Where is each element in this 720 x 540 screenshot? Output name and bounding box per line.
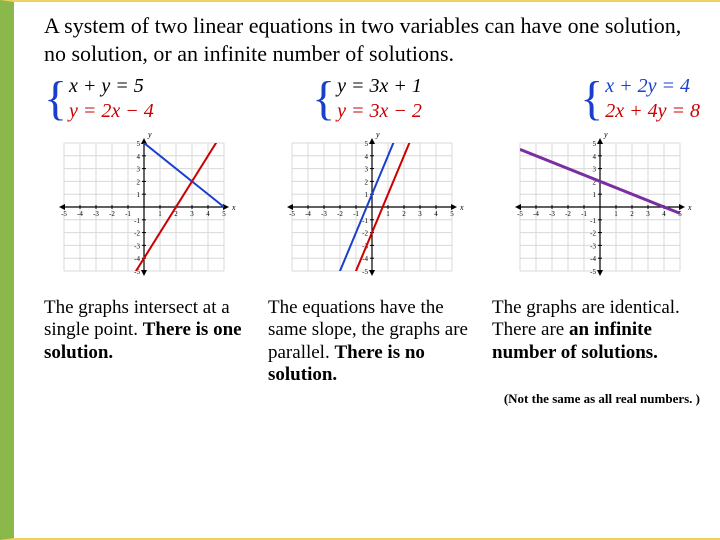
svg-text:-1: -1 (581, 210, 587, 218)
graph-1: -5-4-3-2-112345-5-4-3-2-112345xy (44, 127, 244, 287)
svg-text:-5: -5 (517, 210, 523, 218)
svg-text:-3: -3 (321, 210, 327, 218)
svg-text:4: 4 (434, 210, 438, 218)
svg-text:-5: -5 (61, 210, 67, 218)
system-1-eq-1: x + y = 5 (69, 75, 154, 98)
svg-text:-1: -1 (590, 217, 596, 225)
footnote: (Not the same as all real numbers. ) (44, 391, 700, 407)
system-2-eq-1: y = 3x + 1 (337, 75, 422, 98)
svg-text:-3: -3 (590, 242, 596, 250)
svg-text:-2: -2 (337, 210, 343, 218)
svg-text:-4: -4 (590, 255, 596, 263)
svg-text:2: 2 (174, 210, 178, 218)
svg-text:-3: -3 (549, 210, 555, 218)
svg-text:-2: -2 (134, 230, 140, 238)
svg-text:-1: -1 (353, 210, 359, 218)
svg-text:y: y (603, 130, 608, 139)
svg-text:4: 4 (137, 153, 141, 161)
svg-text:-2: -2 (565, 210, 571, 218)
caption-1: The graphs intersect at a single point. … (44, 297, 252, 387)
svg-text:-1: -1 (125, 210, 131, 218)
svg-text:x: x (687, 203, 692, 212)
caption-2: The equations have the same slope, the g… (268, 297, 476, 387)
caption-3: The graphs are identical. There are an i… (492, 297, 700, 387)
svg-text:1: 1 (593, 191, 597, 199)
svg-text:5: 5 (222, 210, 226, 218)
captions-row: The graphs intersect at a single point. … (44, 297, 700, 387)
svg-text:4: 4 (206, 210, 210, 218)
svg-text:4: 4 (662, 210, 666, 218)
system-2: { y = 3x + 1 y = 3x − 2 (312, 75, 422, 123)
svg-text:3: 3 (418, 210, 422, 218)
svg-text:1: 1 (614, 210, 618, 218)
brace-2: { (312, 80, 335, 118)
system-3-eq-1: x + 2y = 4 (605, 75, 700, 98)
svg-text:5: 5 (593, 140, 597, 148)
svg-text:y: y (147, 130, 152, 139)
svg-text:-5: -5 (590, 268, 596, 276)
system-3-eq-2: 2x + 4y = 8 (605, 100, 700, 123)
svg-text:4: 4 (365, 153, 369, 161)
svg-text:-2: -2 (109, 210, 115, 218)
graph-2: -5-4-3-2-112345-5-4-3-2-112345xy (272, 127, 472, 287)
svg-text:2: 2 (630, 210, 634, 218)
svg-text:-4: -4 (77, 210, 83, 218)
brace-3: { (580, 80, 603, 118)
svg-text:3: 3 (365, 166, 369, 174)
system-3: { x + 2y = 4 2x + 4y = 8 (580, 75, 700, 123)
svg-text:-4: -4 (533, 210, 539, 218)
svg-text:-2: -2 (590, 230, 596, 238)
brace-1: { (44, 80, 67, 118)
svg-text:-5: -5 (362, 268, 368, 276)
svg-text:1: 1 (386, 210, 390, 218)
graphs-row: -5-4-3-2-112345-5-4-3-2-112345xy -5-4-3-… (44, 127, 700, 287)
system-1: { x + y = 5 y = 2x − 4 (44, 75, 154, 123)
svg-text:-4: -4 (305, 210, 311, 218)
svg-text:2: 2 (402, 210, 406, 218)
svg-text:-3: -3 (93, 210, 99, 218)
svg-text:y: y (375, 130, 380, 139)
svg-text:2: 2 (365, 178, 369, 186)
svg-text:-3: -3 (134, 242, 140, 250)
svg-text:1: 1 (365, 191, 369, 199)
svg-text:-1: -1 (134, 217, 140, 225)
svg-text:4: 4 (593, 153, 597, 161)
svg-text:3: 3 (190, 210, 194, 218)
svg-text:-4: -4 (134, 255, 140, 263)
svg-text:3: 3 (593, 166, 597, 174)
svg-text:1: 1 (137, 191, 141, 199)
svg-text:2: 2 (137, 178, 141, 186)
svg-text:-5: -5 (289, 210, 295, 218)
svg-text:1: 1 (158, 210, 162, 218)
systems-row: { x + y = 5 y = 2x − 4 { y = 3x + 1 y = … (44, 75, 700, 123)
graph-3: -5-4-3-2-112345-5-4-3-2-112345xy (500, 127, 700, 287)
svg-text:x: x (459, 203, 464, 212)
system-1-eq-2: y = 2x − 4 (69, 100, 154, 123)
svg-text:5: 5 (137, 140, 141, 148)
svg-text:x: x (231, 203, 236, 212)
intro-text: A system of two linear equations in two … (44, 12, 700, 67)
svg-text:3: 3 (137, 166, 141, 174)
svg-text:-2: -2 (362, 230, 368, 238)
svg-text:5: 5 (365, 140, 369, 148)
svg-text:3: 3 (646, 210, 650, 218)
svg-text:5: 5 (450, 210, 454, 218)
system-2-eq-2: y = 3x − 2 (337, 100, 422, 123)
